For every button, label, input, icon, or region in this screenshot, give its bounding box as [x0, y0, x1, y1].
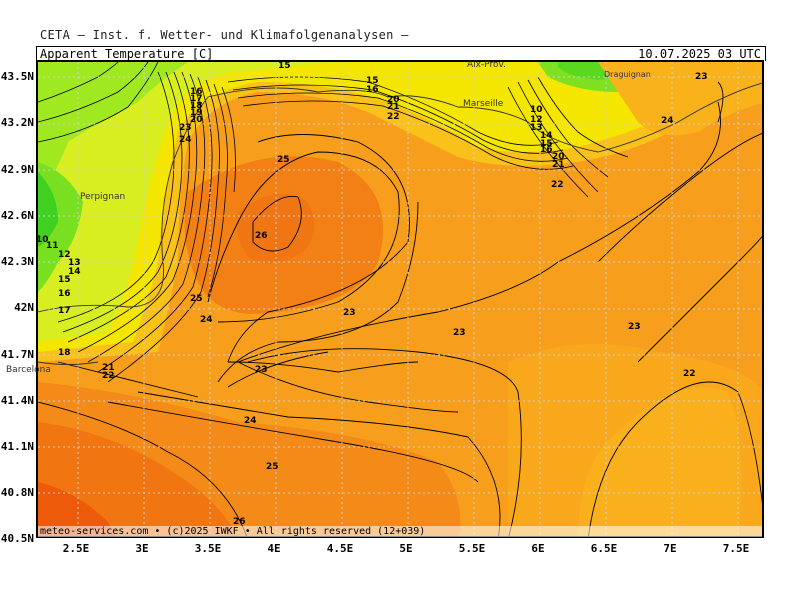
contour-label: 21 [102, 363, 115, 373]
contour-label: 14 [540, 131, 553, 141]
city-label: Perpignan [80, 192, 126, 202]
contour-label: 18 [58, 348, 71, 358]
contour-label: 13 [530, 123, 543, 133]
contour-label: 16 [58, 289, 71, 299]
lat-label: 40.5N [0, 532, 34, 545]
contour-label: 24 [244, 416, 257, 426]
lat-label: 41.1N [0, 440, 34, 453]
lon-label: 7.5E [722, 542, 750, 555]
city-label: Draguignan [604, 70, 651, 79]
lon-label: 6.5E [590, 542, 618, 555]
contour-label: 16 [540, 145, 553, 155]
contour-label: 13 [68, 258, 81, 268]
contour-label: 10 [36, 235, 49, 245]
valid-time: 10.07.2025 03 UTC [638, 47, 761, 61]
contour-label: 25 [266, 462, 279, 472]
contour-label: 16 [366, 85, 379, 95]
lat-label: 41.7N [0, 348, 34, 361]
contour-label: 24 [661, 116, 674, 126]
contour-label: 21 [387, 102, 400, 112]
lat-label: 41.4N [0, 394, 34, 407]
contour-label: 23 [179, 123, 192, 133]
contour-label: 23 [453, 328, 466, 338]
copyright-footer: meteo-services.com • (c)2025 IWKF • All … [38, 526, 762, 537]
lat-label: 43.2N [0, 116, 34, 129]
lon-label: 6E [531, 542, 545, 555]
city-label: Aix-Prov. [467, 60, 506, 70]
lat-label: 42.9N [0, 163, 34, 176]
contour-label: 17 [58, 306, 71, 316]
contour-label: 14 [68, 267, 81, 277]
lat-label: 43.5N [0, 70, 34, 83]
contour-label: 22 [551, 180, 564, 190]
contour-label: 15 [540, 139, 553, 149]
contour-label: 22 [683, 369, 696, 379]
lat-label: 42.3N [0, 255, 34, 268]
contour-label: 25 [277, 155, 290, 165]
contour-label: 20 [190, 115, 203, 125]
contour-label: 23 [628, 322, 641, 332]
contour-label: 23 [255, 365, 268, 375]
contour-label: 23 [343, 308, 356, 318]
contour-label: 22 [387, 112, 400, 122]
temperature-field [38, 62, 762, 536]
contour-label: 25 [190, 294, 203, 304]
lon-label: 2.5E [62, 542, 90, 555]
contour-label: 22 [102, 371, 115, 381]
lon-label: 4E [267, 542, 281, 555]
contour-label: 15 [366, 76, 379, 86]
lat-label: 42N [14, 301, 34, 314]
contour-label: 12 [58, 250, 71, 260]
contour-label: 12 [530, 115, 543, 125]
contour-label: 26 [255, 231, 268, 241]
product-title: Apparent Temperature [C] [40, 47, 214, 61]
contour-label: 16 [190, 87, 203, 97]
contour-label: 19 [190, 108, 203, 118]
lon-label: 3.5E [194, 542, 222, 555]
contour-label: 15 [58, 275, 71, 285]
lat-label: 42.6N [0, 209, 34, 222]
contour-label: 10 [530, 105, 543, 115]
lon-label: 3E [135, 542, 149, 555]
contour-label: 24 [179, 135, 192, 145]
lon-label: 7E [663, 542, 677, 555]
city-label: Barcelona [6, 365, 51, 375]
contour-label: 20 [387, 95, 400, 105]
contour-label: 11 [46, 241, 59, 251]
contour-label: 15 [278, 61, 291, 71]
contour-label: 23 [695, 72, 708, 82]
contour-label: 18 [190, 101, 203, 111]
map-title-bar: Apparent Temperature [C] 10.07.2025 03 U… [36, 46, 766, 61]
lon-label: 4.5E [326, 542, 354, 555]
contour-label: 24 [200, 315, 213, 325]
lon-label: 5.5E [458, 542, 486, 555]
lon-label: 5E [399, 542, 413, 555]
contour-label: 26 [233, 517, 246, 527]
map-area [36, 60, 764, 538]
lat-label: 40.8N [0, 486, 34, 499]
organization-title: CETA — Inst. f. Wetter- und Klimafolgena… [40, 28, 409, 42]
city-label: Marseille [463, 99, 504, 109]
contour-label: 21 [552, 160, 565, 170]
contour-label: 17 [190, 94, 203, 104]
contour-label: 20 [552, 152, 565, 162]
